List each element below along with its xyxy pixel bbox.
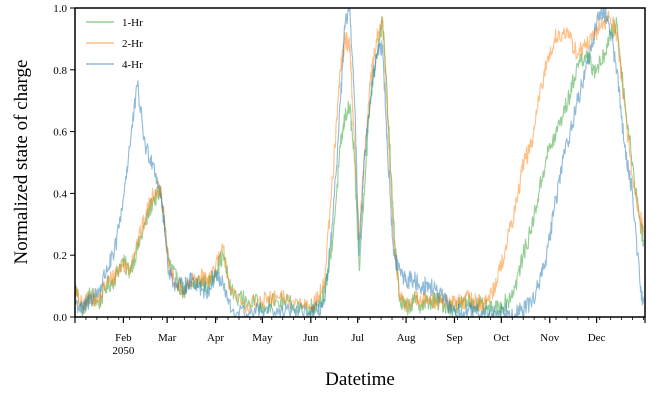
x-tick-label: Aug: [397, 332, 416, 344]
x-tick-label: May: [252, 332, 273, 344]
x-tick-label: Nov: [540, 332, 559, 344]
y-tick-label: 0.6: [53, 127, 67, 139]
plot-lines: [74, 7, 644, 318]
x-axis-label: Datetime: [325, 369, 395, 390]
x-tick-label: Apr: [207, 332, 224, 344]
y-tick-label: 0.8: [53, 65, 67, 77]
x-tick-label: Jun: [303, 332, 319, 344]
y-tick-label: 0.4: [53, 188, 67, 200]
y-tick-label: 0.0: [53, 312, 67, 324]
series-line-2-Hr: [74, 10, 644, 314]
y-axis-label: Normalized state of charge: [11, 60, 32, 265]
series-line-4-Hr: [74, 7, 644, 318]
legend: 1-Hr 2-Hr 4-Hr: [86, 17, 143, 71]
x-tick-year-label: 2050: [112, 345, 135, 357]
series-line-1-Hr: [74, 15, 644, 318]
x-tick-label: Mar: [158, 332, 177, 344]
x-tick-label: Feb: [115, 332, 132, 344]
x-tick-label: Dec: [588, 332, 606, 344]
legend-label-1-Hr: 1-Hr: [122, 17, 143, 29]
y-tick-label: 0.2: [53, 250, 67, 262]
x-tick-label: Oct: [493, 332, 509, 344]
x-tick-label: Jul: [351, 332, 364, 344]
y-axis-ticks: 0.0 0.2 0.4 0.6 0.8 1.0: [53, 3, 75, 324]
plot-frame: [74, 7, 646, 318]
x-tick-label: Sep: [446, 332, 463, 344]
y-tick-label: 1.0: [53, 3, 67, 15]
legend-label-2-Hr: 2-Hr: [122, 38, 143, 50]
legend-label-4-Hr: 4-Hr: [122, 59, 143, 71]
